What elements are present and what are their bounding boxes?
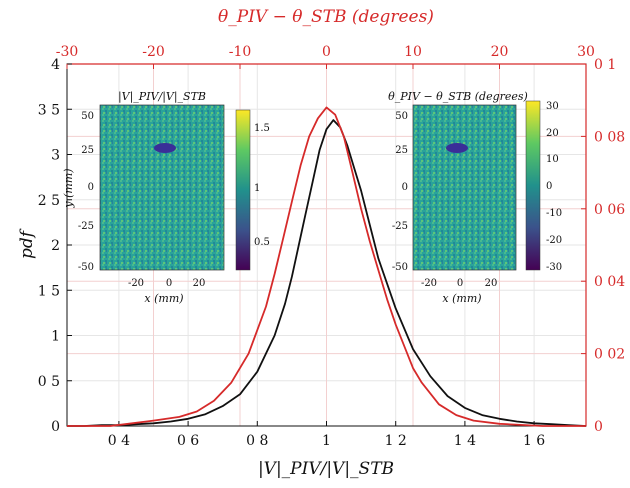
inset1-colorbar	[235, 109, 251, 271]
inset1-x-tick-1: 0	[166, 278, 172, 289]
right-tick-label-0: 0	[594, 419, 603, 435]
right-tick-label-2: 0 04	[594, 274, 625, 290]
inset2-cb-tick-2: 10	[546, 154, 559, 165]
inset1-object	[154, 143, 176, 153]
inset2-y-tick-1: 25	[395, 145, 408, 156]
inset2-colorbar	[525, 100, 541, 271]
inset1-title: |V|_PIV/|V|_STB	[118, 90, 206, 104]
y-tick-label-1: 0 5	[38, 374, 60, 390]
inset2-x-tick-1: 0	[457, 278, 463, 289]
inset1-x-label: x (mm)	[144, 292, 183, 305]
x-tick-label-1: 0 6	[177, 433, 199, 449]
inset-speed-ratio: |V|_PIV/|V|_STB 1.5 1 0.5 50 25 0 -25 -5…	[62, 90, 270, 305]
series-group	[67, 106, 587, 427]
top-axis-title: θ_PIV − θ_STB (degrees)	[218, 7, 434, 27]
inset2-cb-tick-4: -10	[546, 208, 562, 219]
inset2-y-tick-3: -25	[392, 221, 408, 232]
x-tick-label-6: 1 6	[523, 433, 545, 449]
inset2-x-tick-2: 20	[485, 278, 498, 289]
x-tick-label-4: 1 2	[385, 433, 407, 449]
y-tick-label-6: 3	[51, 148, 60, 164]
inset1-cb-tick-0: 1.5	[254, 123, 270, 134]
inset1-y-tick-1: 25	[81, 145, 94, 156]
top-tick-label-1: -20	[142, 44, 165, 60]
inset1-y-tick-0: 50	[81, 111, 94, 122]
inset2-cb-tick-3: 0	[546, 181, 552, 192]
right-tick-label-1: 0 02	[594, 347, 625, 363]
inset1-y-tick-3: -25	[78, 221, 94, 232]
series-line-1	[67, 106, 586, 427]
top-tick-label-5: 20	[491, 44, 509, 60]
top-tick-label-6: 30	[577, 44, 595, 60]
inset2-cb-tick-6: -30	[546, 262, 562, 273]
inset1-y-tick-2: 0	[88, 182, 94, 193]
y-tick-label-2: 1	[51, 329, 60, 345]
x-tick-label-0: 0 4	[108, 433, 130, 449]
x-tick-label-5: 1 4	[454, 433, 476, 449]
y-tick-label-3: 1 5	[38, 283, 60, 299]
y-axis-title: pdf	[17, 228, 37, 259]
inset2-y-tick-0: 50	[395, 111, 408, 122]
inset-angle-difference: θ_PIV − θ_STB (degrees) 30 20 10 0 -10 -…	[388, 90, 562, 305]
x-tick-label-2: 0 8	[246, 433, 268, 449]
inset2-field-map	[412, 104, 517, 271]
y-tick-label-5: 2 5	[38, 193, 60, 209]
inset1-x-tick-2: 20	[193, 278, 206, 289]
y-tick-label-7: 3 5	[38, 102, 60, 118]
inset2-cb-tick-5: -20	[546, 235, 562, 246]
inset2-y-tick-4: -50	[392, 262, 408, 273]
inset1-cb-tick-1: 1	[254, 183, 260, 194]
inset1-cb-tick-2: 0.5	[254, 237, 270, 248]
inset2-y-tick-2: 0	[402, 182, 408, 193]
top-tick-label-4: 10	[404, 44, 422, 60]
y-tick-label-0: 0	[51, 419, 60, 435]
x-tick-label-3: 1	[322, 433, 331, 449]
top-tick-label-0: -30	[56, 44, 79, 60]
y-tick-label-8: 4	[51, 57, 60, 73]
inset1-x-tick-0: -20	[128, 278, 144, 289]
inset2-cb-tick-0: 30	[546, 101, 559, 112]
series-line-0	[67, 119, 587, 427]
inset2-x-label: x (mm)	[442, 292, 481, 305]
x-axis-title: |V|_PIV/|V|_STB	[258, 459, 394, 479]
inset2-x-tick-0: -20	[421, 278, 437, 289]
inset1-y-tick-4: -50	[78, 262, 94, 273]
inset2-cb-tick-1: 20	[546, 128, 559, 139]
top-tick-label-2: -10	[229, 44, 252, 60]
right-tick-label-5: 0 1	[594, 57, 616, 73]
inset1-y-label: y (mm)	[62, 168, 75, 208]
inset1-field-map	[99, 104, 225, 271]
inset2-object	[446, 143, 468, 153]
right-tick-label-4: 0 08	[594, 129, 625, 145]
y-tick-label-4: 2	[51, 238, 60, 254]
right-tick-label-3: 0 06	[594, 202, 625, 218]
top-tick-label-3: 0	[322, 44, 331, 60]
inset2-title: θ_PIV − θ_STB (degrees)	[388, 90, 528, 103]
